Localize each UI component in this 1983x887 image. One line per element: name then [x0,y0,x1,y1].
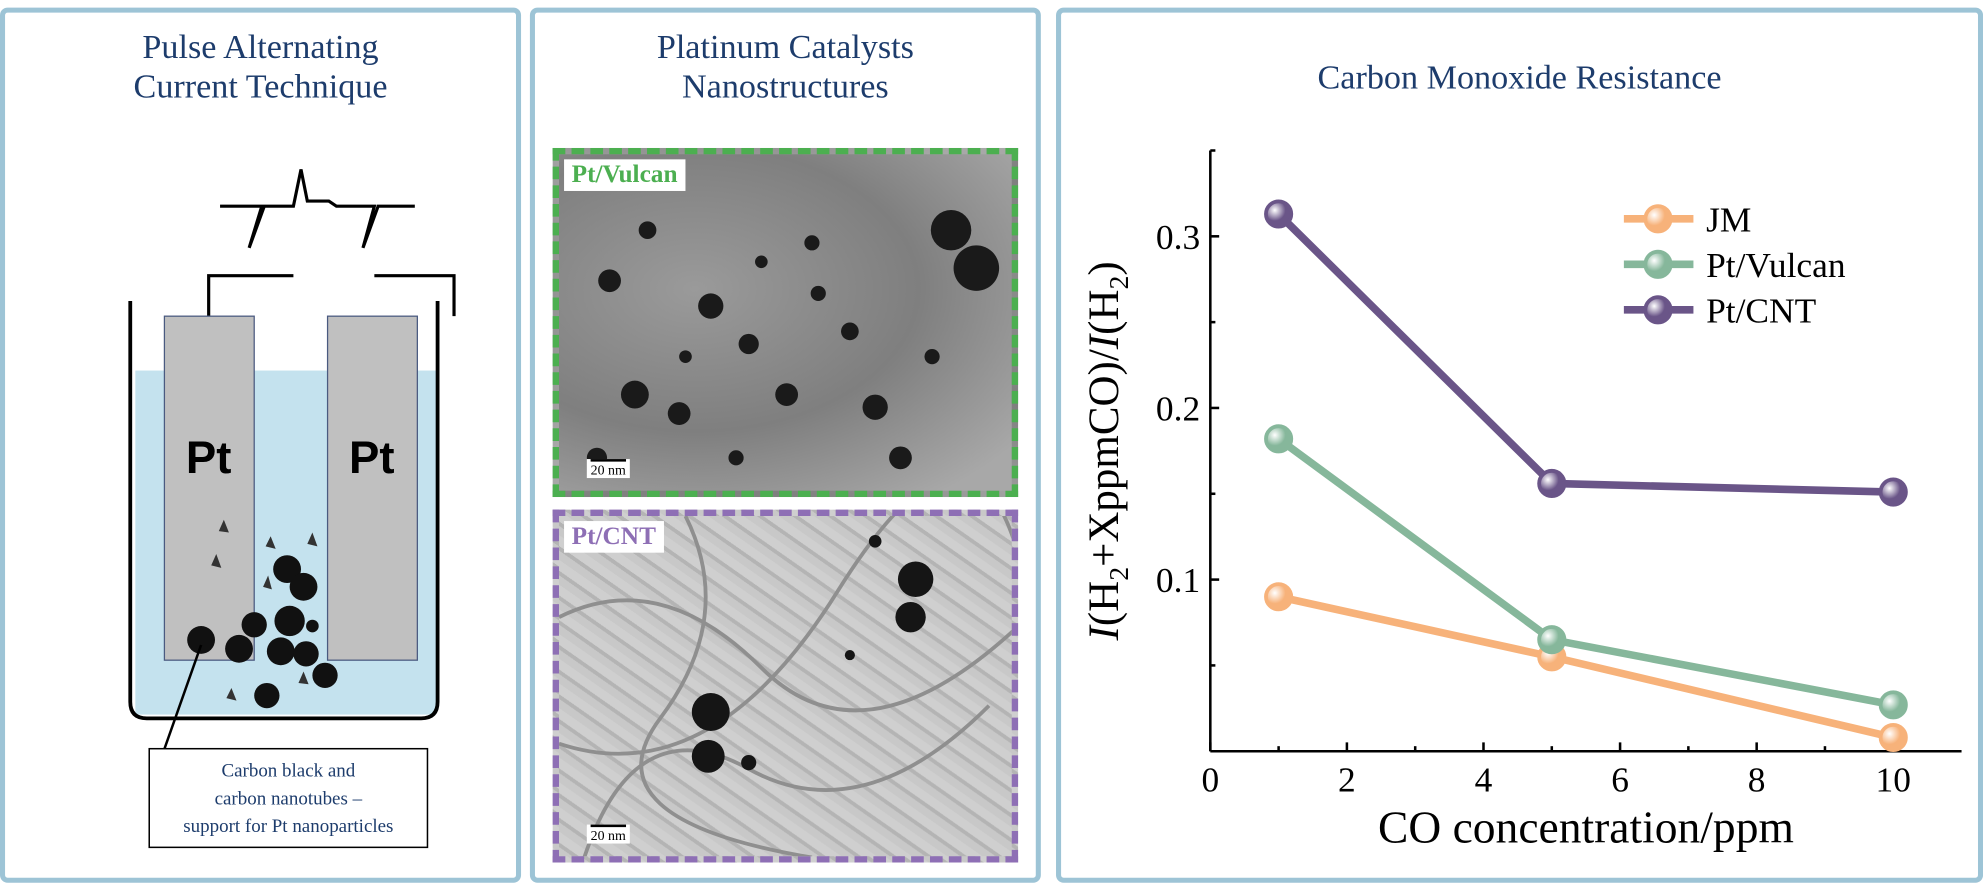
data-point [1878,477,1908,507]
technique-title: Pulse Alternating Current Technique [5,28,516,106]
wire-left [207,274,294,317]
x-axis-label: CO concentration/ppm [1378,801,1794,852]
carbon-particles [187,519,338,709]
data-point [1878,690,1908,720]
legend-marker [1643,204,1673,234]
scale-bar: 20 nm [586,459,630,479]
y-tick-label: 0.1 [1156,560,1200,600]
series-line-JM [1277,593,1895,742]
data-point [1264,424,1294,454]
data-point [1264,582,1294,612]
image-label: Pt/CNT [564,521,664,553]
title-line: Nanostructures [682,67,889,105]
pointer-line [161,644,203,753]
caption-line: carbon nanotubes – [215,788,363,809]
legend-marker [1643,295,1673,325]
title-line: Platinum Catalysts [656,27,914,66]
legend-label: Pt/Vulcan [1706,245,1846,285]
y-axis-label: I(H2+XppmCO)/I(H2) [1081,261,1135,641]
beaker [128,300,440,721]
electrode-left-label: Pt [186,432,232,483]
y-tick-label: 0.2 [1156,389,1200,429]
legend-label: Pt/CNT [1706,290,1817,330]
pt-particles [558,515,1012,857]
scale-bar: 20 nm [586,824,630,844]
caption-line: Carbon black and [221,761,355,782]
tem-image-pt-cnt: Pt/CNT 20 nm [552,509,1019,863]
electrode-left [163,315,255,661]
caption-line: support for Pt nanoparticles [183,816,393,837]
x-tick-label: 10 [1876,760,1911,800]
data-point [1537,625,1567,655]
x-tick-label: 2 [1338,760,1356,800]
tem-image-pt-vulcan: Pt/Vulcan 20 nm [552,147,1019,498]
electrode-right-label: Pt [349,432,395,483]
chart-title: Carbon Monoxide Resistance [1317,58,1722,97]
caption-box [148,747,429,849]
nanostructures-title: Platinum Catalysts Nanostructures [535,28,1036,106]
title-line: Pulse Alternating [142,27,379,66]
data-point [1264,199,1294,229]
technique-panel: Pulse Alternating Current Technique Pt P… [0,7,522,883]
data-point [1537,468,1567,499]
x-tick-label: 6 [1611,760,1629,800]
pulse-waveform [220,169,415,249]
co-resistance-chart: 0 2 4 6 8 10 0.1 0.2 0.3 CO concentration/ppm I(H2… [1081,149,1962,852]
co-resistance-panel: Carbon Monoxide Resistance 0 2 4 6 8 10 0.1 0.2… [1056,7,1983,883]
data-point [1878,722,1908,753]
x-tick-label: 4 [1475,760,1493,800]
electrode-right [326,315,418,661]
x-tick-label: 0 [1201,760,1219,800]
legend-label: JM [1706,199,1751,239]
x-tick-label: 8 [1748,760,1766,800]
electrochemical-cell-diagram: Pt Pt Carbon black and carbon nanotubes … [128,169,456,849]
image-label: Pt/Vulcan [564,159,686,191]
y-tick-label: 0.3 [1156,217,1200,257]
title-line: Current Technique [133,67,388,105]
wire-right [374,274,456,317]
legend-marker [1643,249,1673,279]
pt-particles [586,209,1000,470]
